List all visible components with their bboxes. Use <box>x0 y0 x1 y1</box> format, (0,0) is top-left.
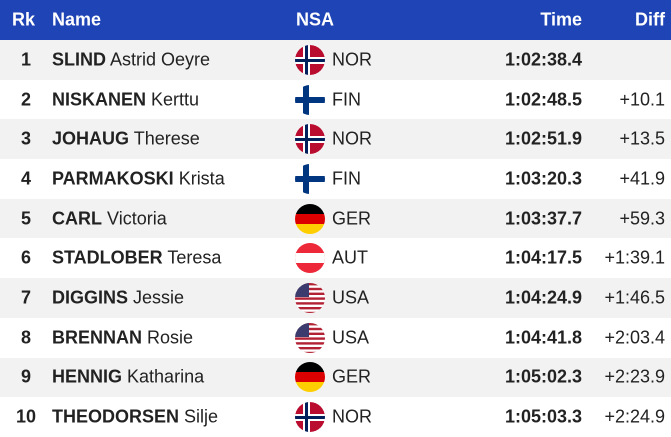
nsa: USA <box>332 287 370 308</box>
time: 1:02:38.4 <box>504 49 582 70</box>
athlete-name: STADLOBER Teresa <box>52 248 221 269</box>
first-name: Therese <box>133 128 200 149</box>
diff: +13.5 <box>619 128 665 149</box>
header-name: Name <box>52 9 102 30</box>
result-row: 9 HENNIG Katharina GER 1:05:02.3 +2:23.9 <box>0 357 671 398</box>
last-name: THEODORSEN <box>52 406 180 427</box>
rank: 4 <box>20 168 31 189</box>
first-name: Silje <box>184 406 219 427</box>
nsa: NOR <box>332 49 372 70</box>
flag-icon <box>295 362 325 393</box>
flag-icon <box>295 84 325 115</box>
nsa: AUT <box>332 247 368 268</box>
result-row: 10 THEODORSEN Silje NOR 1:05:03.3 +2:24.9 <box>0 397 671 437</box>
first-name: Kerttu <box>151 89 200 110</box>
rank: 9 <box>20 366 31 387</box>
diff: +1:46.5 <box>604 287 665 308</box>
first-name: Katharina <box>127 366 205 387</box>
athlete-name: NISKANEN Kerttu <box>52 89 199 110</box>
time: 1:02:48.5 <box>504 89 582 110</box>
flag-icon <box>295 163 325 194</box>
nsa: NOR <box>332 128 372 149</box>
time: 1:03:37.7 <box>504 208 582 229</box>
athlete-name: DIGGINS Jessie <box>52 288 184 309</box>
first-name: Astrid Oeyre <box>110 49 211 70</box>
last-name: STADLOBER <box>52 247 163 268</box>
flag-icon <box>295 203 325 234</box>
time: 1:04:41.8 <box>504 327 582 348</box>
diff: +41.9 <box>619 168 665 189</box>
time: 1:04:17.5 <box>504 247 582 268</box>
time: 1:03:20.3 <box>504 168 582 189</box>
rank: 7 <box>20 287 31 308</box>
rank: 2 <box>20 89 31 110</box>
nsa: USA <box>332 327 370 348</box>
time: 1:04:24.9 <box>504 287 582 308</box>
diff: +2:23.9 <box>604 366 665 387</box>
rank: 6 <box>20 247 31 268</box>
header-nsa: NSA <box>296 9 335 30</box>
last-name: NISKANEN <box>52 89 147 110</box>
header-rank: Rk <box>12 9 36 30</box>
athlete-name: SLIND Astrid Oeyre <box>52 49 210 70</box>
flag-icon <box>295 283 325 314</box>
nsa: FIN <box>332 168 361 189</box>
athlete-name: JOHAUG Therese <box>52 129 200 150</box>
result-row: 3 JOHAUG Therese NOR 1:02:51.9 +13.5 <box>0 119 671 160</box>
athlete-name: PARMAKOSKI Krista <box>52 168 225 189</box>
time: 1:05:03.3 <box>504 406 582 427</box>
result-row: 4 PARMAKOSKI Krista FIN 1:03:20.3 +41.9 <box>0 159 671 199</box>
last-name: BRENNAN <box>52 327 142 348</box>
diff: +59.3 <box>619 208 665 229</box>
rank: 3 <box>20 128 31 149</box>
first-name: Rosie <box>147 327 194 348</box>
result-row: 1 SLIND Astrid Oeyre NOR 1:02:38.4 <box>0 40 671 80</box>
diff: +1:39.1 <box>604 247 665 268</box>
nsa: GER <box>332 366 372 387</box>
nsa: GER <box>332 208 372 229</box>
last-name: HENNIG <box>52 366 123 387</box>
result-row: 5 CARL Victoria GER 1:03:37.7 +59.3 <box>0 198 671 239</box>
first-name: Teresa <box>167 247 222 268</box>
result-row: 8 BRENNAN Rosie USA 1:04:41.8 +2:03.4 <box>0 318 671 358</box>
nsa: NOR <box>332 406 372 427</box>
nsa: FIN <box>332 89 361 110</box>
diff: +10.1 <box>619 89 665 110</box>
header-diff: Diff <box>635 9 665 30</box>
last-name: DIGGINS <box>52 287 129 308</box>
header-time: Time <box>540 9 582 30</box>
diff: +2:03.4 <box>604 327 665 348</box>
rank: 8 <box>20 327 31 348</box>
first-name: Krista <box>178 168 225 189</box>
last-name: CARL <box>52 208 102 229</box>
diff: +2:24.9 <box>604 406 665 427</box>
flag-icon <box>295 124 325 155</box>
flag-icon <box>295 243 325 274</box>
rank: 1 <box>20 49 31 70</box>
flag-icon <box>295 322 325 353</box>
time: 1:02:51.9 <box>504 128 582 149</box>
last-name: JOHAUG <box>52 128 130 149</box>
athlete-name: THEODORSEN Silje <box>52 407 218 428</box>
athlete-name: CARL Victoria <box>52 208 167 229</box>
athlete-name: BRENNAN Rosie <box>52 327 193 348</box>
result-row: 2 NISKANEN Kerttu FIN 1:02:48.5 +10.1 <box>0 80 671 120</box>
rank: 10 <box>15 406 37 427</box>
first-name: Jessie <box>133 287 185 308</box>
flag-icon <box>295 402 325 433</box>
table-header: Rk Name NSA Time Diff <box>0 0 671 40</box>
result-row: 6 STADLOBER Teresa AUT 1:04:17.5 +1:39.1 <box>0 239 671 279</box>
last-name: SLIND <box>52 49 106 70</box>
last-name: PARMAKOSKI <box>52 168 174 189</box>
time: 1:05:02.3 <box>504 366 582 387</box>
result-row: 7 DIGGINS Jessie USA 1:04:24.9 +1:46.5 <box>0 278 671 318</box>
athlete-name: HENNIG Katharina <box>52 367 204 388</box>
first-name: Victoria <box>107 208 167 229</box>
flag-icon <box>295 44 325 75</box>
rank: 5 <box>20 208 31 229</box>
